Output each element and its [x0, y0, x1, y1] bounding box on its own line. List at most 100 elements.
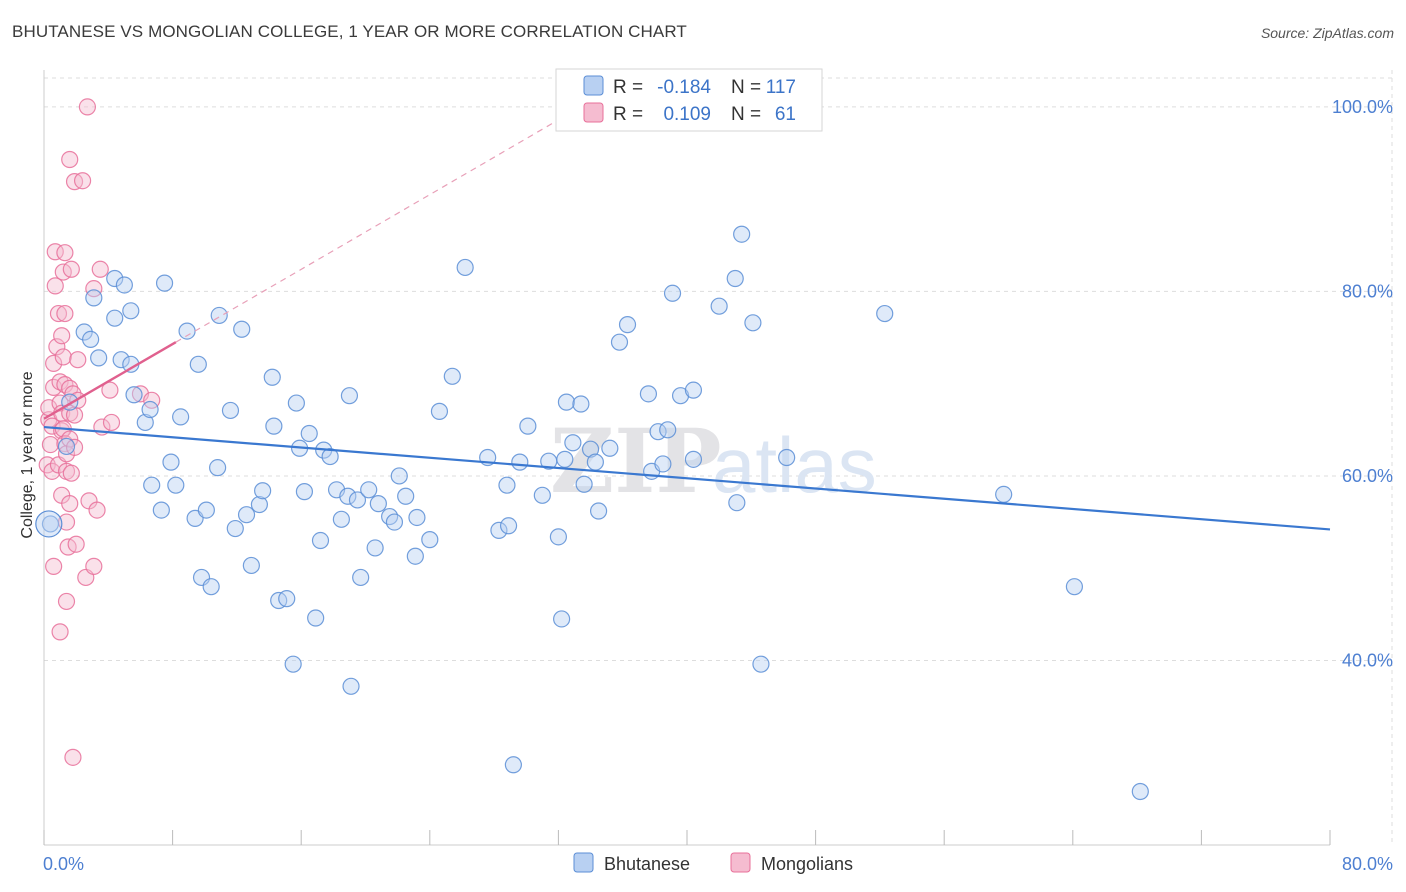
bhutanese-point — [250, 495, 269, 514]
bhutanese-point — [237, 506, 256, 524]
watermark: ZIP atlas — [550, 409, 877, 513]
bhutanese-point — [385, 513, 404, 531]
bhutanese-point — [115, 276, 133, 294]
bhutanese-point — [155, 274, 174, 292]
bhutanese-point — [352, 568, 370, 587]
legend-swatch-bhutanese — [583, 75, 604, 96]
y-tick-label: 40.0% — [1342, 650, 1393, 670]
bhutanese-point — [141, 400, 159, 419]
mongolians-point — [53, 327, 71, 345]
series-legend: Bhutanese Mongolians — [573, 852, 853, 874]
bhutanese-point — [499, 517, 518, 535]
bhutanese-point — [752, 655, 770, 673]
bhutanese-point — [197, 501, 215, 519]
bhutanese-point — [564, 434, 582, 452]
bhutanese-point — [533, 486, 551, 504]
bhutanese-point — [397, 487, 415, 505]
bhutanese-point — [90, 349, 108, 367]
bhutanese-point — [553, 610, 571, 628]
bhutanese-point — [1065, 578, 1084, 596]
bhutanese-point — [143, 476, 161, 494]
bottom-legend-swatch-mongolians — [730, 852, 751, 873]
mongolians-point — [57, 592, 76, 611]
bhutanese-point — [300, 424, 318, 443]
bhutanese-point — [430, 402, 449, 420]
bhutanese-point — [85, 289, 103, 307]
y-tick-label: 100.0% — [1332, 97, 1393, 117]
bhutanese-point — [112, 351, 130, 369]
grid-layer — [44, 70, 1393, 845]
legend-r-label-mongolians: R = — [613, 104, 643, 125]
bhutanese-point — [490, 521, 508, 539]
mongolians-point — [67, 535, 85, 553]
bhutanese-point — [575, 475, 593, 493]
bhutanese-point — [125, 386, 143, 404]
stats-legend: R = -0.184 N = 117 R = 0.109 N = 61 — [555, 68, 823, 132]
bhutanese-point — [710, 297, 728, 315]
legend-r-label-bhutanese: R = — [613, 77, 643, 98]
bhutanese-points — [35, 225, 1149, 801]
bhutanese-point — [381, 507, 399, 526]
bhutanese-point — [671, 387, 690, 405]
bhutanese-point — [178, 322, 196, 340]
bhutanese-point — [639, 385, 658, 403]
bhutanese-point — [511, 453, 529, 471]
mongolians-point — [85, 280, 103, 298]
bottom-legend-label-mongolians: Mongolians — [761, 854, 853, 874]
mongolians-point — [41, 435, 60, 454]
bhutanese-point — [408, 508, 426, 527]
bhutanese-point — [659, 421, 677, 439]
mongolians-point — [61, 150, 79, 169]
mongolians-point — [43, 462, 61, 480]
bhutanese-point — [586, 453, 604, 471]
bhutanese-point — [287, 394, 305, 412]
mongolians-point — [48, 338, 66, 356]
bhutanese-point — [122, 302, 140, 320]
bhutanese-point — [136, 413, 154, 432]
bhutanese-point — [572, 395, 590, 413]
bhutanese-point — [390, 467, 408, 485]
bhutanese-point — [172, 408, 190, 426]
bhutanese-point — [744, 314, 762, 332]
mongolians-point — [88, 501, 106, 519]
mongolians-point — [102, 413, 121, 432]
bhutanese-point — [504, 756, 522, 774]
bhutanese-point — [106, 269, 124, 288]
bhutanese-point — [57, 437, 76, 456]
mongolians-point — [62, 260, 80, 278]
bhutanese-point — [406, 547, 424, 565]
bhutanese-point — [421, 531, 439, 549]
chart-title: BHUTANESE VS MONGOLIAN COLLEGE, 1 YEAR O… — [12, 22, 687, 41]
bhutanese-point — [456, 258, 474, 277]
x-tick-label: 0.0% — [43, 854, 84, 874]
bhutanese-point — [307, 609, 325, 627]
bottom-legend-label-bhutanese: Bhutanese — [604, 854, 690, 874]
bhutanese-point — [519, 417, 537, 435]
bhutanese-point — [360, 481, 378, 499]
mongolians-point — [91, 260, 109, 278]
mongolians-point — [45, 557, 63, 575]
chart-source: Source: ZipAtlas.com — [1260, 25, 1394, 41]
bhutanese-point — [684, 450, 703, 468]
bhutanese-point — [549, 528, 568, 546]
legend-swatch-mongolians — [583, 102, 604, 123]
mongolians-point — [56, 244, 74, 262]
bhutanese-point — [610, 333, 629, 351]
bhutanese-point — [332, 510, 350, 528]
bhutanese-point — [233, 320, 251, 338]
mongolians-point — [61, 495, 79, 513]
legend-n-value-mongolians: 61 — [775, 104, 796, 125]
bhutanese-point — [265, 417, 283, 435]
bhutanese-point — [152, 501, 170, 519]
bhutanese-point — [82, 330, 100, 349]
tick-labels: 40.0% 60.0% 80.0% 100.0% 0.0% 80.0% — [43, 97, 1393, 874]
bhutanese-point — [242, 556, 260, 575]
bhutanese-point — [295, 483, 314, 501]
bhutanese-point — [189, 355, 207, 373]
bhutanese-point — [778, 448, 796, 467]
bhutanese-point — [589, 502, 608, 520]
bhutanese-point — [663, 284, 682, 302]
bhutanese-point — [728, 494, 746, 512]
bhutanese-point — [167, 476, 185, 494]
x-tick-label: 80.0% — [1342, 854, 1393, 874]
